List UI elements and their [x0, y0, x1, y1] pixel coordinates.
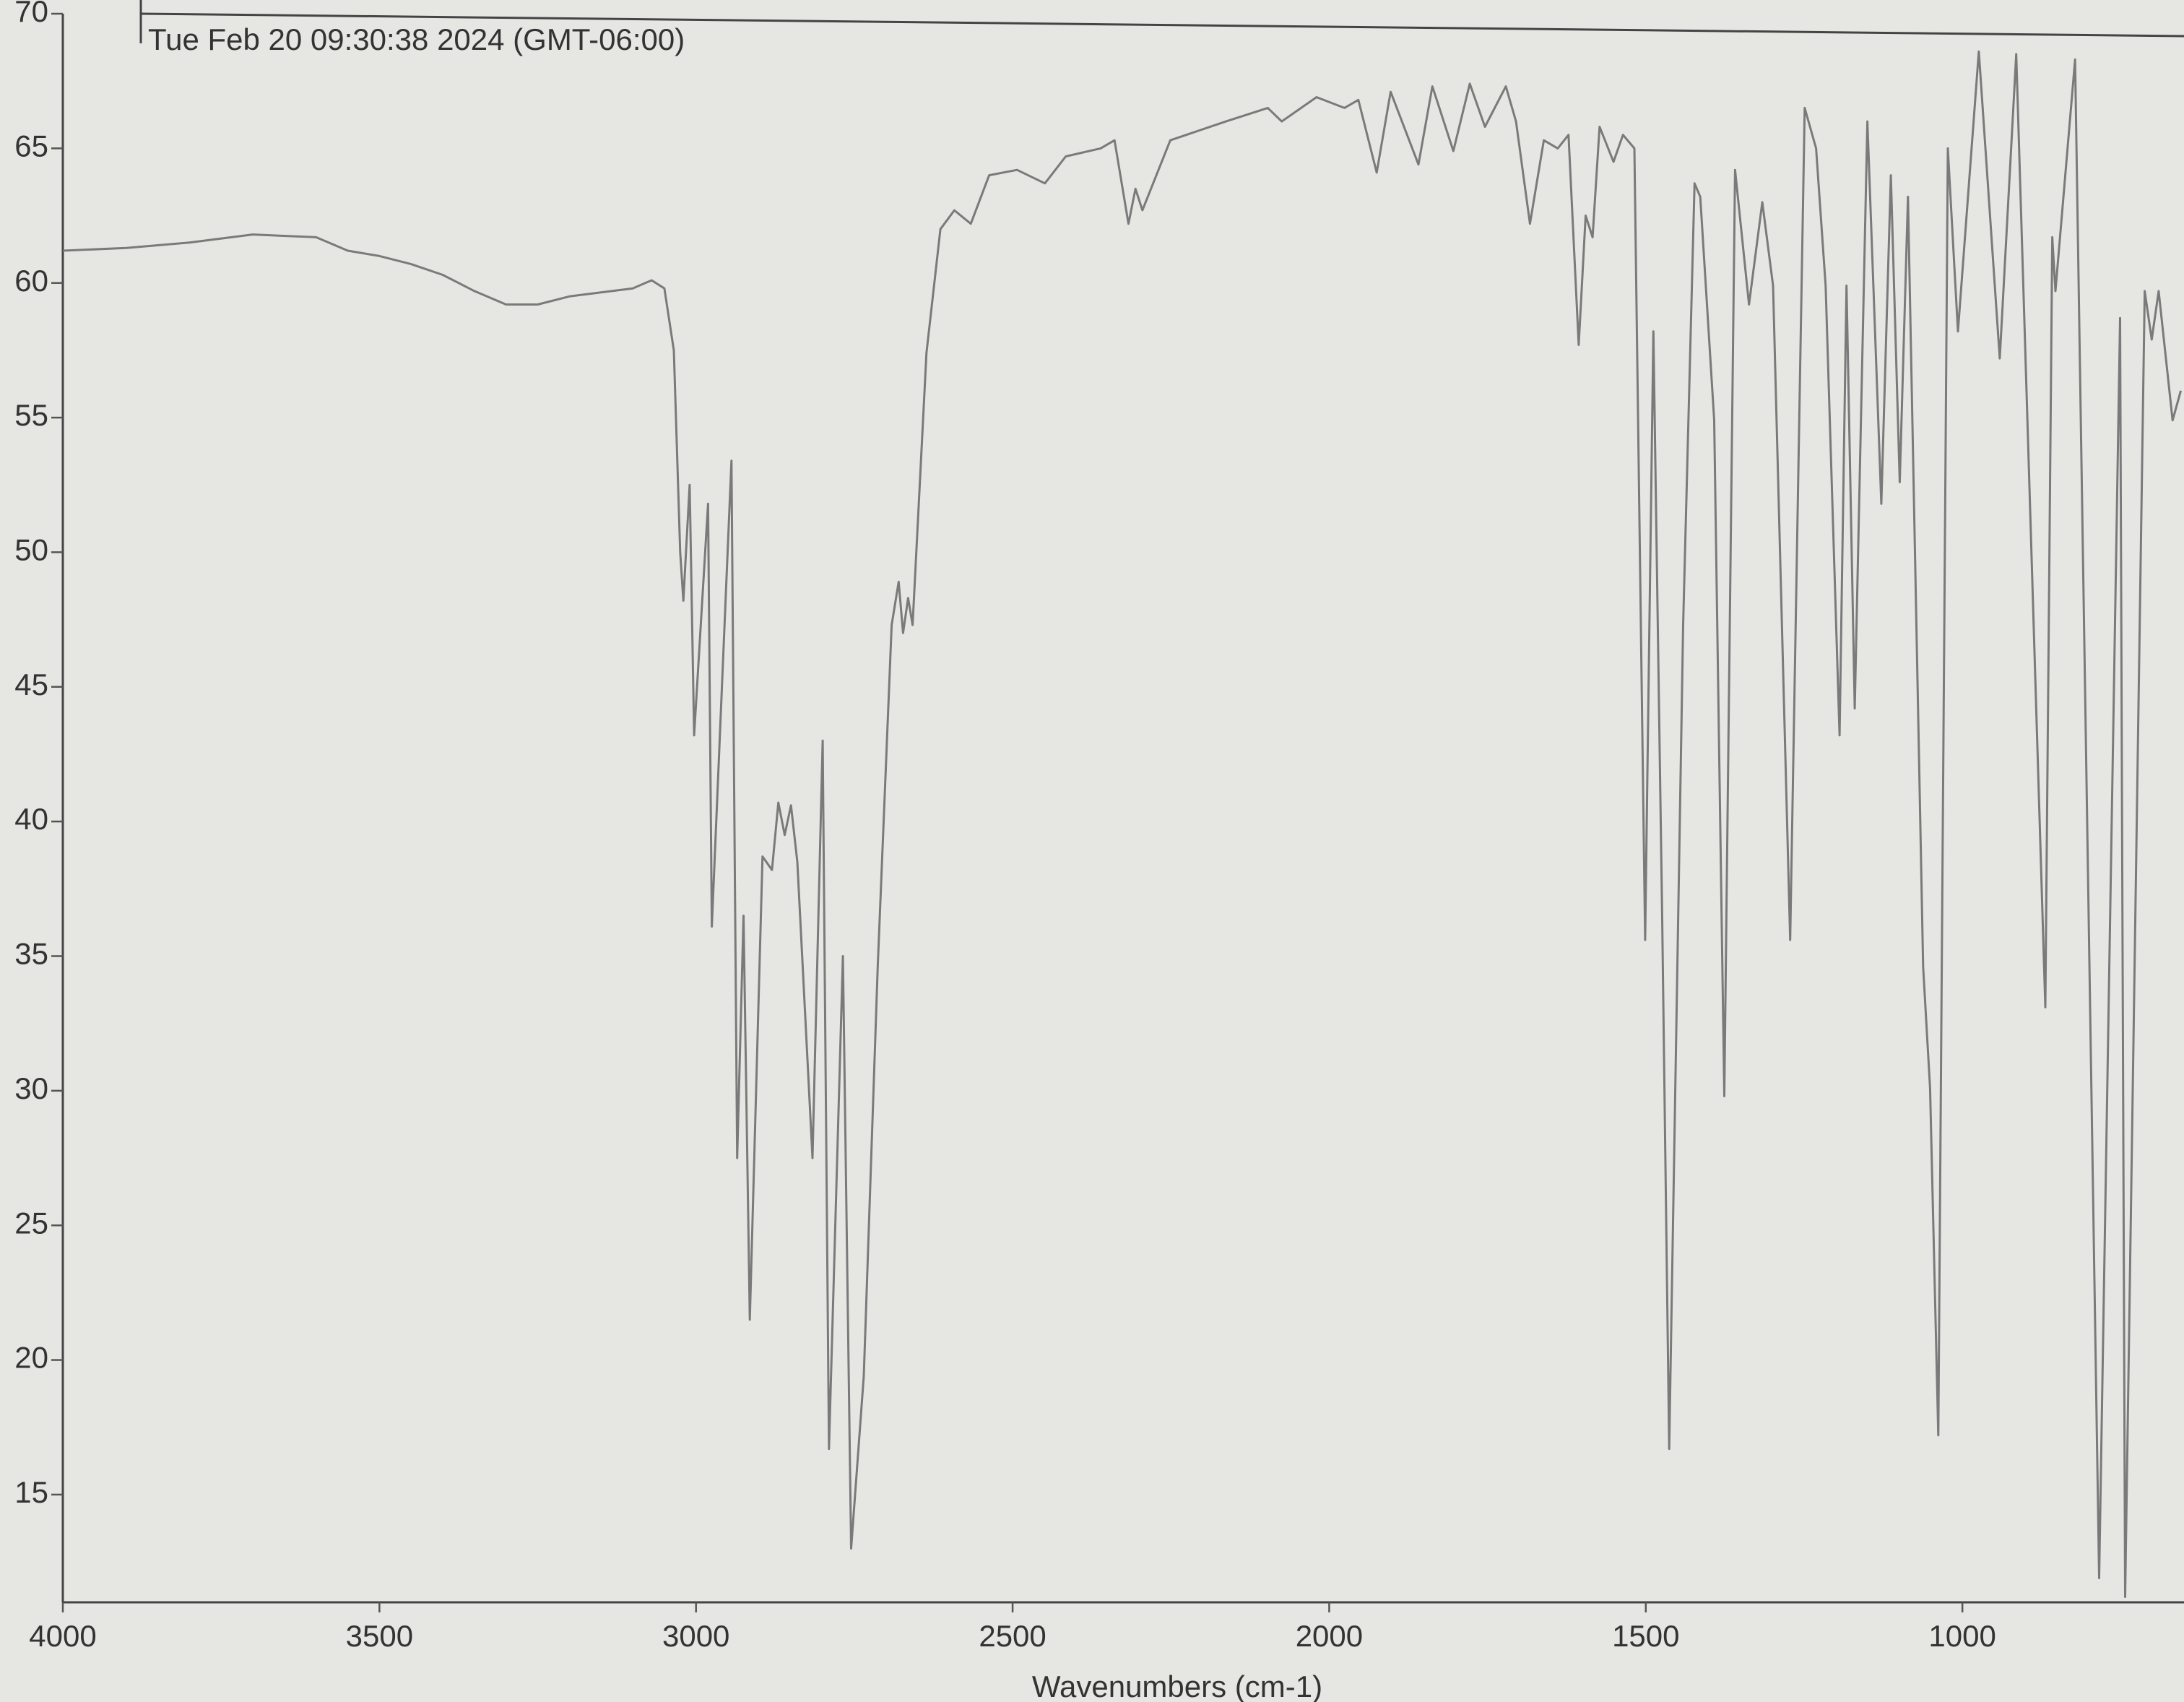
y-tick-label: 30	[14, 1071, 48, 1105]
x-tick-label: 3500	[346, 1619, 413, 1653]
y-tick-label: 25	[14, 1206, 48, 1240]
y-tick-label: 35	[14, 937, 48, 971]
chart-title: Tue Feb 20 09:30:38 2024 (GMT-06:00)	[148, 22, 685, 56]
x-tick-label: 2000	[1296, 1619, 1363, 1653]
x-tick-label: 1500	[1612, 1619, 1679, 1653]
y-tick-label: 40	[14, 802, 48, 836]
spectrum-line	[63, 50, 2183, 1598]
y-tick-label: 60	[14, 264, 48, 298]
y-tick-label: 45	[14, 668, 48, 701]
x-tick-label: 4000	[29, 1619, 96, 1653]
y-tick-label: 20	[14, 1341, 48, 1375]
x-tick-label: 3000	[662, 1619, 729, 1653]
x-tick-label: 2500	[979, 1619, 1046, 1653]
y-tick-label: 15	[14, 1475, 48, 1509]
x-axis-label: Wavenumbers (cm-1)	[1032, 1669, 1322, 1702]
y-tick-label: 70	[14, 0, 48, 28]
top-border	[140, 12, 2184, 38]
y-tick-label: 50	[14, 533, 48, 567]
x-tick-label: 1000	[1928, 1619, 1996, 1653]
y-tick-label: 65	[14, 129, 48, 163]
y-tick-label: 55	[14, 398, 48, 432]
